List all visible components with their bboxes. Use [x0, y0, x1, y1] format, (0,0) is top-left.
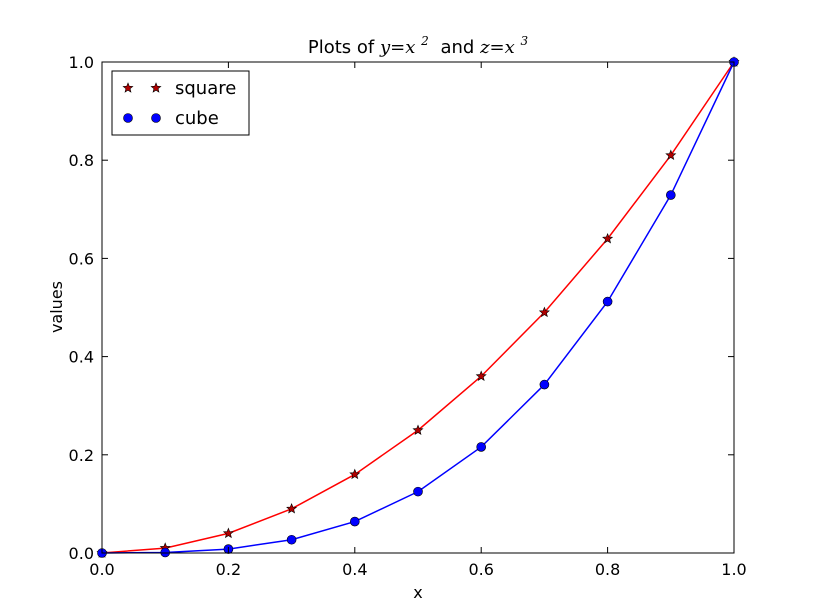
y-tick-label: 1.0	[69, 53, 94, 72]
y-axis-label: values	[47, 281, 66, 333]
y-tick-label: 0.0	[69, 544, 94, 563]
x-tick-label: 1.0	[721, 560, 746, 579]
legend-label-square: square	[175, 78, 236, 99]
data-point-cube-7	[539, 379, 550, 390]
legend-label-cube: cube	[175, 108, 219, 129]
series-square	[96, 56, 740, 558]
data-point-square-5	[412, 424, 424, 435]
x-tick-label: 0.8	[595, 560, 620, 579]
data-point-square-2	[222, 527, 234, 539]
data-point-cube-9	[665, 190, 676, 200]
plot-frame	[101, 61, 735, 554]
series-line-cube	[101, 61, 735, 554]
legend-marker-square	[150, 82, 162, 93]
legend-marker-cube	[123, 113, 133, 123]
data-point-cube-4	[349, 516, 360, 527]
y-tick-label: 0.6	[69, 249, 94, 268]
chart-title: Plots of y=x 2 and z=x 3	[308, 29, 529, 58]
title-math-y: y=x	[379, 37, 415, 58]
title-middle: and	[440, 37, 480, 58]
data-point-square-4	[349, 468, 361, 480]
legend-marker-cube	[151, 113, 161, 123]
legend-markers	[122, 82, 162, 123]
title-math-z: z=x	[479, 37, 515, 58]
data-point-square-3	[286, 503, 298, 514]
legend-marker-square	[122, 82, 134, 93]
x-axis-label: x	[413, 583, 422, 602]
data-point-cube-8	[602, 296, 613, 307]
data-point-square-9	[665, 149, 677, 160]
x-tick-label: 0.0	[89, 560, 114, 579]
x-tick-label: 0.6	[468, 560, 493, 579]
y-tick-label: 0.4	[69, 348, 94, 367]
y-tick-label: 0.2	[69, 446, 94, 465]
y-tick-label: 0.8	[69, 151, 94, 170]
data-point-cube-5	[413, 486, 423, 497]
x-tick-label: 0.2	[216, 560, 241, 579]
legend-box	[111, 70, 250, 136]
ticks-layer: 0.0 0.2 0.4 0.6 0.8 1.0 0.0 0.2 0.4 0.6 0.8 1.0	[69, 53, 747, 579]
legend: square cube	[111, 70, 250, 136]
data-point-cube-3	[286, 534, 297, 545]
title-exp-2: 2	[420, 34, 429, 48]
x-tick-label: 0.4	[342, 560, 367, 579]
data-point-square-8	[602, 232, 614, 244]
series-line-square	[101, 61, 735, 554]
data-point-cube-6	[476, 442, 487, 452]
title-exp-3: 3	[521, 34, 529, 48]
title-prefix: Plots of	[308, 37, 380, 58]
data-point-square-6	[475, 370, 487, 381]
data-point-square-7	[538, 306, 550, 318]
